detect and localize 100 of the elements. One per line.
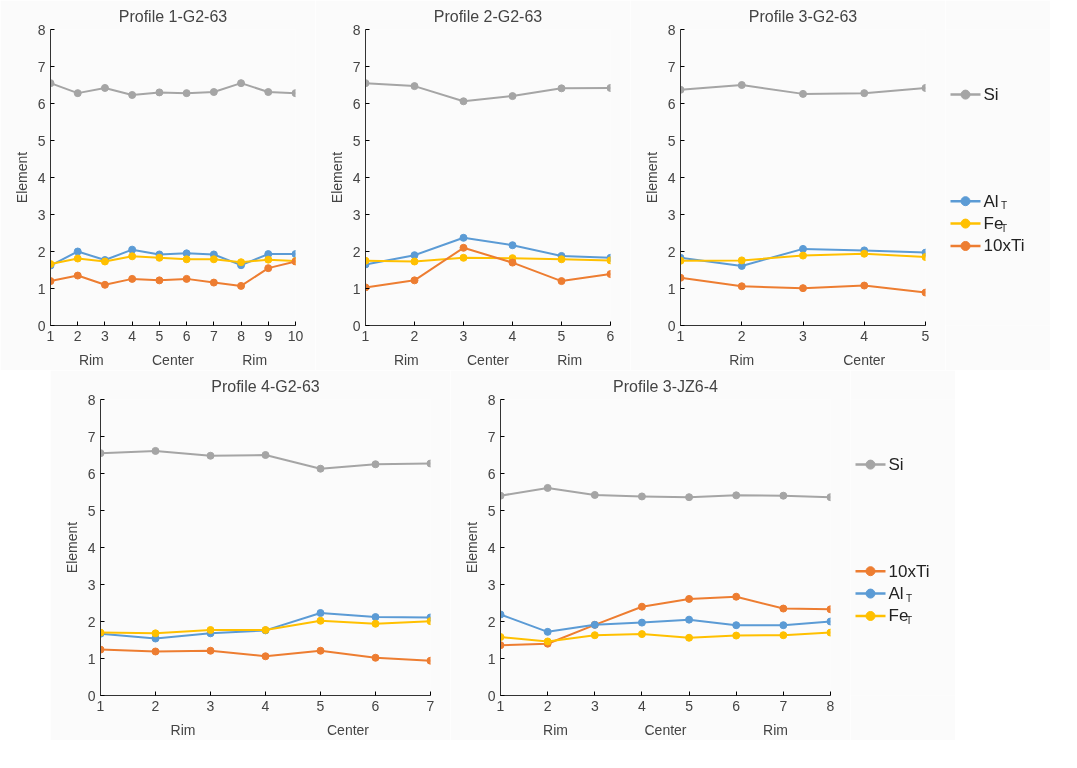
y-tick-label: 0 [667, 317, 676, 334]
y-tick-label: 4 [487, 539, 496, 556]
y-tick-label: 7 [667, 58, 676, 75]
x-tick-label: 5 [316, 697, 325, 714]
x-tick-label: 7 [426, 697, 435, 714]
y-tick-label: 2 [352, 243, 361, 260]
x-tick-label: 7 [779, 697, 788, 714]
x-tick-label: 10 [287, 327, 304, 344]
text: Center [326, 721, 370, 738]
y-tick-label: 8 [487, 391, 496, 408]
y-tick-label: 8 [37, 21, 46, 38]
y-tick-label: 2 [37, 243, 46, 260]
x-tick-label: 2 [543, 697, 552, 714]
text: Rim [242, 351, 268, 368]
y-tick-label: 4 [667, 169, 676, 186]
y-axis-title: Element [63, 521, 80, 574]
x-tick-label: 6 [606, 327, 615, 344]
x-tick-label: 2 [737, 327, 746, 344]
y-tick-label: 5 [87, 502, 96, 519]
y-tick-label: 6 [667, 95, 676, 112]
x-tick-label: 3 [590, 697, 599, 714]
text: Rim [729, 351, 755, 368]
chart-title: Profile 3-G2-63 [748, 7, 858, 25]
text: Rim [78, 351, 104, 368]
x-tick-label: 5 [685, 697, 694, 714]
x-tick-label: 6 [371, 697, 380, 714]
y-tick-label: 0 [352, 317, 361, 334]
text: Rim [543, 721, 568, 738]
x-tick-label: 2 [73, 327, 82, 344]
x-tick-label: 5 [557, 327, 566, 344]
x-tick-label: 2 [410, 327, 419, 344]
y-tick-label: 6 [487, 465, 496, 482]
y-tick-label: 8 [352, 21, 361, 38]
x-tick-label: 3 [206, 697, 215, 714]
y-tick-label: 1 [487, 650, 496, 667]
chart-title: Profile 4-G2-63 [211, 377, 320, 395]
y-tick-label: 8 [87, 391, 96, 408]
x-tick-label: 3 [459, 327, 468, 344]
y-tick-label: 5 [37, 132, 46, 149]
legend-label: Si [888, 455, 904, 475]
y-tick-label: 3 [667, 206, 676, 223]
y-tick-label: 3 [37, 206, 46, 223]
x-tick-label: 4 [508, 327, 517, 344]
x-tick-label: 4 [261, 697, 270, 714]
x-tick-label: 5 [155, 327, 164, 344]
y-tick-label: 0 [487, 687, 496, 704]
x-tick-label: 4 [860, 327, 869, 344]
text: Rim [763, 721, 788, 738]
text: Rim [393, 351, 419, 368]
y-tick-label: 7 [352, 58, 361, 75]
text: Center [644, 721, 687, 738]
y-axis-title: Element [643, 151, 660, 204]
y-tick-label: 8 [667, 21, 676, 38]
y-tick-label: 1 [667, 280, 676, 297]
legend-label: 10xTi [983, 236, 1025, 256]
y-tick-label: 3 [87, 576, 96, 593]
y-tick-label: 7 [87, 428, 96, 445]
y-tick-label: 5 [352, 132, 361, 149]
x-tick-label: 6 [732, 697, 741, 714]
text: Center [151, 351, 195, 368]
y-tick-label: 1 [87, 650, 96, 667]
y-tick-label: 3 [352, 206, 361, 223]
x-tick-label: 4 [638, 697, 647, 714]
y-tick-label: 5 [487, 502, 496, 519]
x-tick-label: 2 [151, 697, 160, 714]
y-tick-label: 4 [352, 169, 361, 186]
y-tick-label: 3 [487, 576, 496, 593]
y-tick-label: 2 [87, 613, 96, 630]
y-tick-label: 2 [667, 243, 676, 260]
x-tick-label: 3 [101, 327, 110, 344]
x-tick-label: 4 [128, 327, 137, 344]
legend-label: 10xTi [888, 561, 930, 581]
y-tick-label: 6 [37, 95, 46, 112]
x-tick-label: 8 [237, 327, 246, 344]
text: Center [843, 351, 886, 368]
y-tick-label: 4 [37, 169, 46, 186]
x-tick-label: 6 [182, 327, 191, 344]
text: Rim [557, 351, 583, 368]
y-tick-label: 6 [87, 465, 96, 482]
text: Rim [170, 721, 196, 738]
legend-label: Si [983, 85, 999, 105]
x-tick-label: 5 [921, 327, 930, 344]
y-tick-label: 2 [487, 613, 496, 630]
y-tick-label: 0 [87, 687, 96, 704]
x-tick-label: 7 [209, 327, 218, 344]
y-tick-label: 0 [37, 317, 46, 334]
y-tick-label: 1 [352, 280, 361, 297]
chart-title: Profile 1-G2-63 [118, 7, 228, 25]
text: Center [466, 351, 510, 368]
chart-title: Profile 3-JZ6-4 [613, 377, 719, 395]
x-tick-label: 9 [264, 327, 273, 344]
y-tick-label: 4 [87, 539, 96, 556]
x-tick-label: 8 [826, 697, 835, 714]
y-tick-label: 5 [667, 132, 676, 149]
y-axis-title: Element [463, 521, 480, 574]
y-tick-label: 7 [487, 428, 496, 445]
y-tick-label: 7 [37, 58, 46, 75]
chart-title: Profile 2-G2-63 [433, 7, 543, 25]
y-axis-title: Element [13, 151, 30, 204]
x-tick-label: 3 [799, 327, 808, 344]
